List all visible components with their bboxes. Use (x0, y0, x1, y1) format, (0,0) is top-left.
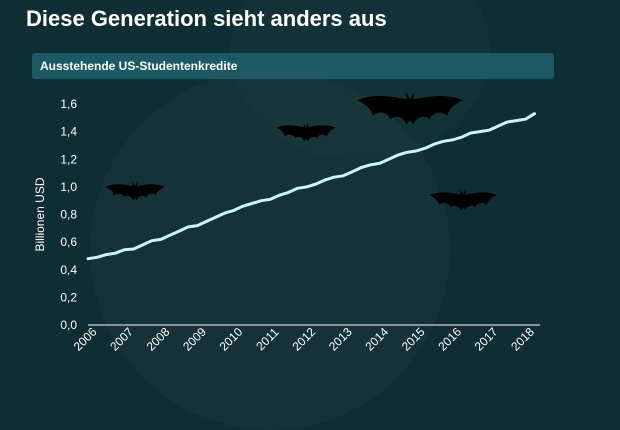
x-tick-label: 2007 (107, 325, 136, 354)
x-tick-label: 2014 (362, 325, 391, 354)
bat-icon (357, 91, 463, 125)
x-tick-label: 2015 (399, 325, 428, 354)
y-axis-title: Billionen USD (33, 177, 47, 251)
y-tick-label: 0,4 (60, 263, 77, 277)
x-tick-label: 2016 (435, 325, 464, 354)
chart-subtitle-bar: Ausstehende US-Studentenkredite (32, 53, 554, 79)
x-tick-label: 2009 (180, 325, 209, 354)
bat-icon (429, 189, 497, 211)
page-title: Diese Generation sieht anders aus (26, 6, 387, 31)
y-tick-label: 0,8 (60, 208, 77, 222)
x-tick-label: 2008 (144, 325, 173, 354)
y-tick-label: 1,6 (60, 97, 77, 111)
x-tick-label: 2011 (253, 325, 281, 353)
y-tick-label: 1,2 (60, 152, 77, 166)
y-tick-label: 1,4 (60, 125, 77, 139)
series-line (86, 112, 536, 261)
x-tick-label: 2017 (472, 325, 501, 354)
x-tick-label: 2012 (289, 325, 318, 354)
y-tick-label: 0,0 (60, 318, 77, 332)
x-tick-label: 2010 (217, 325, 246, 354)
y-tick-label: 0,6 (60, 235, 77, 249)
bat-icon (105, 181, 165, 201)
bat-icon (276, 122, 336, 142)
y-tick-label: 0,2 (60, 290, 77, 304)
chart-subtitle: Ausstehende US-Studentenkredite (40, 59, 238, 73)
x-tick-label: 2013 (326, 325, 355, 354)
y-tick-label: 1,0 (60, 180, 77, 194)
x-tick-label: 2018 (508, 325, 537, 354)
